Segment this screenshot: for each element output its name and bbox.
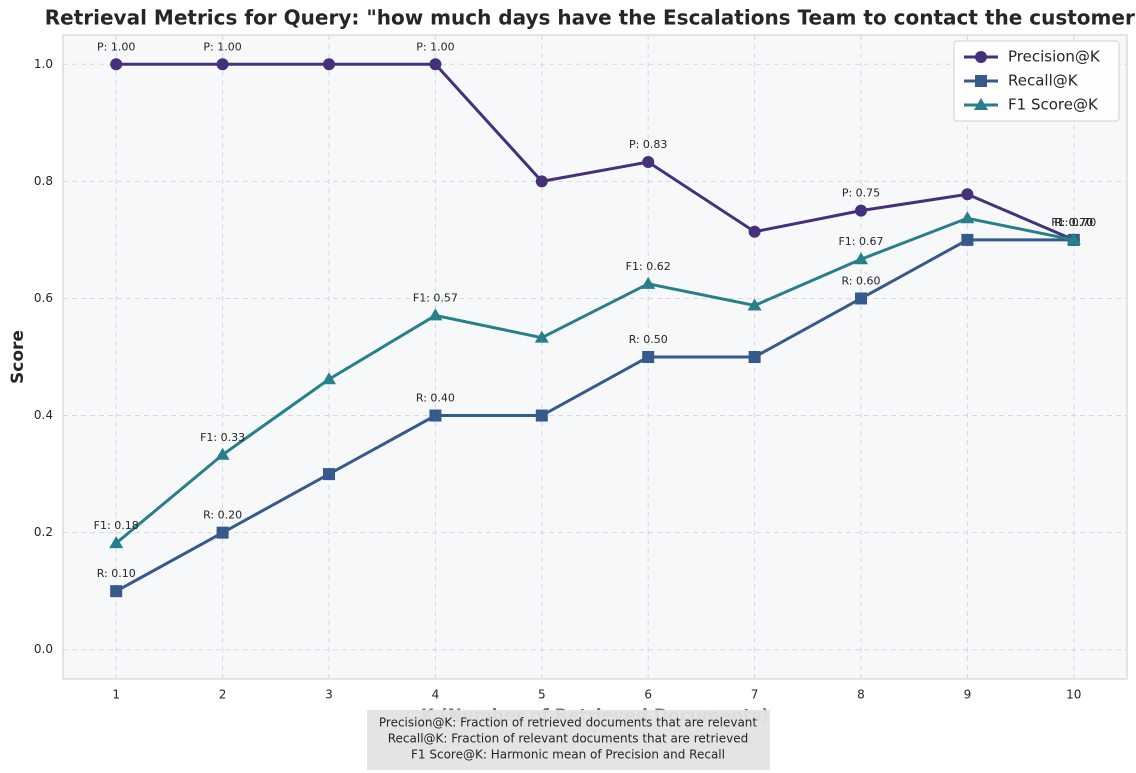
x-tick-label: 7: [751, 688, 759, 702]
value-label: R: 0.10: [97, 567, 136, 580]
point: [961, 233, 974, 246]
value-label: R: 0.40: [416, 392, 455, 405]
y-axis-label: Score: [8, 330, 28, 384]
point: [322, 372, 336, 385]
x-tick-label: 8: [857, 688, 865, 702]
note: Recall@K: Fraction of relevant documents…: [388, 732, 749, 746]
point: [641, 276, 656, 289]
plot-area: [62, 34, 1128, 680]
point: [748, 351, 761, 363]
point: [534, 330, 549, 343]
value-label: F1: 0.33: [200, 431, 245, 444]
point: [428, 308, 443, 321]
point: [748, 225, 761, 238]
point: [110, 58, 123, 71]
value-label: P: 1.00: [97, 40, 135, 53]
value-label: F1: 0.62: [626, 260, 671, 273]
x-tick-label: 3: [325, 688, 333, 702]
point: [109, 536, 124, 549]
y-tick-label: 0.6: [34, 291, 53, 305]
chart-title: Retrieval Metrics for Query: "how much d…: [45, 6, 1136, 30]
point: [323, 468, 335, 481]
value-label: P: 0.75: [842, 187, 880, 200]
y-tick-label: 0.8: [34, 174, 53, 188]
point: [216, 58, 229, 71]
value-label: F1: 0.18: [94, 519, 139, 532]
x-tick-label: 10: [1066, 688, 1081, 702]
legend-label: Precision@K: [1008, 48, 1101, 66]
point: [1066, 232, 1081, 245]
x-tick-label: 9: [964, 688, 972, 702]
notes-box: [367, 710, 770, 770]
legend-label: Recall@K: [1008, 72, 1079, 90]
x-tick-label: 2: [219, 688, 227, 702]
y-tick-label: 0.4: [34, 408, 53, 422]
point: [110, 585, 123, 598]
point: [535, 409, 548, 422]
x-tick-label: 1: [112, 688, 120, 702]
x-tick-label: 5: [538, 688, 546, 702]
value-label: F1: 0.67: [838, 235, 883, 248]
point: [960, 211, 975, 224]
point: [535, 175, 548, 188]
point: [642, 156, 655, 169]
point: [855, 292, 867, 305]
x-tick-label: 6: [644, 688, 652, 702]
point: [975, 51, 987, 63]
value-label: P: 1.00: [203, 40, 241, 53]
value-label: R: 0.50: [629, 333, 668, 346]
note: F1 Score@K: Harmonic mean of Precision a…: [411, 748, 725, 762]
point: [429, 58, 442, 71]
y-tick-label: 0.2: [34, 525, 53, 539]
value-label: P: 0.70: [1055, 216, 1093, 229]
point: [323, 58, 335, 71]
value-label: F1: 0.70: [1051, 216, 1096, 229]
value-label: R: 0.70: [1054, 216, 1093, 229]
point: [429, 409, 442, 422]
series-line: [115, 238, 1074, 593]
point: [961, 188, 974, 201]
value-label: P: 0.83: [629, 138, 667, 151]
point: [855, 204, 867, 217]
value-label: P: 1.00: [416, 40, 454, 53]
point: [642, 351, 655, 363]
point: [747, 298, 762, 311]
point: [974, 98, 988, 110]
x-tick-label: 4: [432, 688, 440, 702]
point: [975, 75, 987, 87]
point: [216, 526, 229, 539]
legend-box: [953, 40, 1120, 122]
y-tick-label: 0.0: [34, 642, 53, 656]
series-line: [115, 216, 1075, 545]
point: [854, 252, 868, 265]
value-label: F1: 0.57: [413, 291, 458, 304]
y-tick-label: 1.0: [34, 57, 53, 71]
value-label: R: 0.60: [842, 274, 881, 287]
value-label: R: 0.20: [203, 509, 242, 522]
note: Precision@K: Fraction of retrieved docum…: [379, 716, 758, 730]
legend-label: F1 Score@K: [1008, 96, 1099, 114]
point: [215, 447, 230, 460]
series-line: [116, 62, 1075, 242]
